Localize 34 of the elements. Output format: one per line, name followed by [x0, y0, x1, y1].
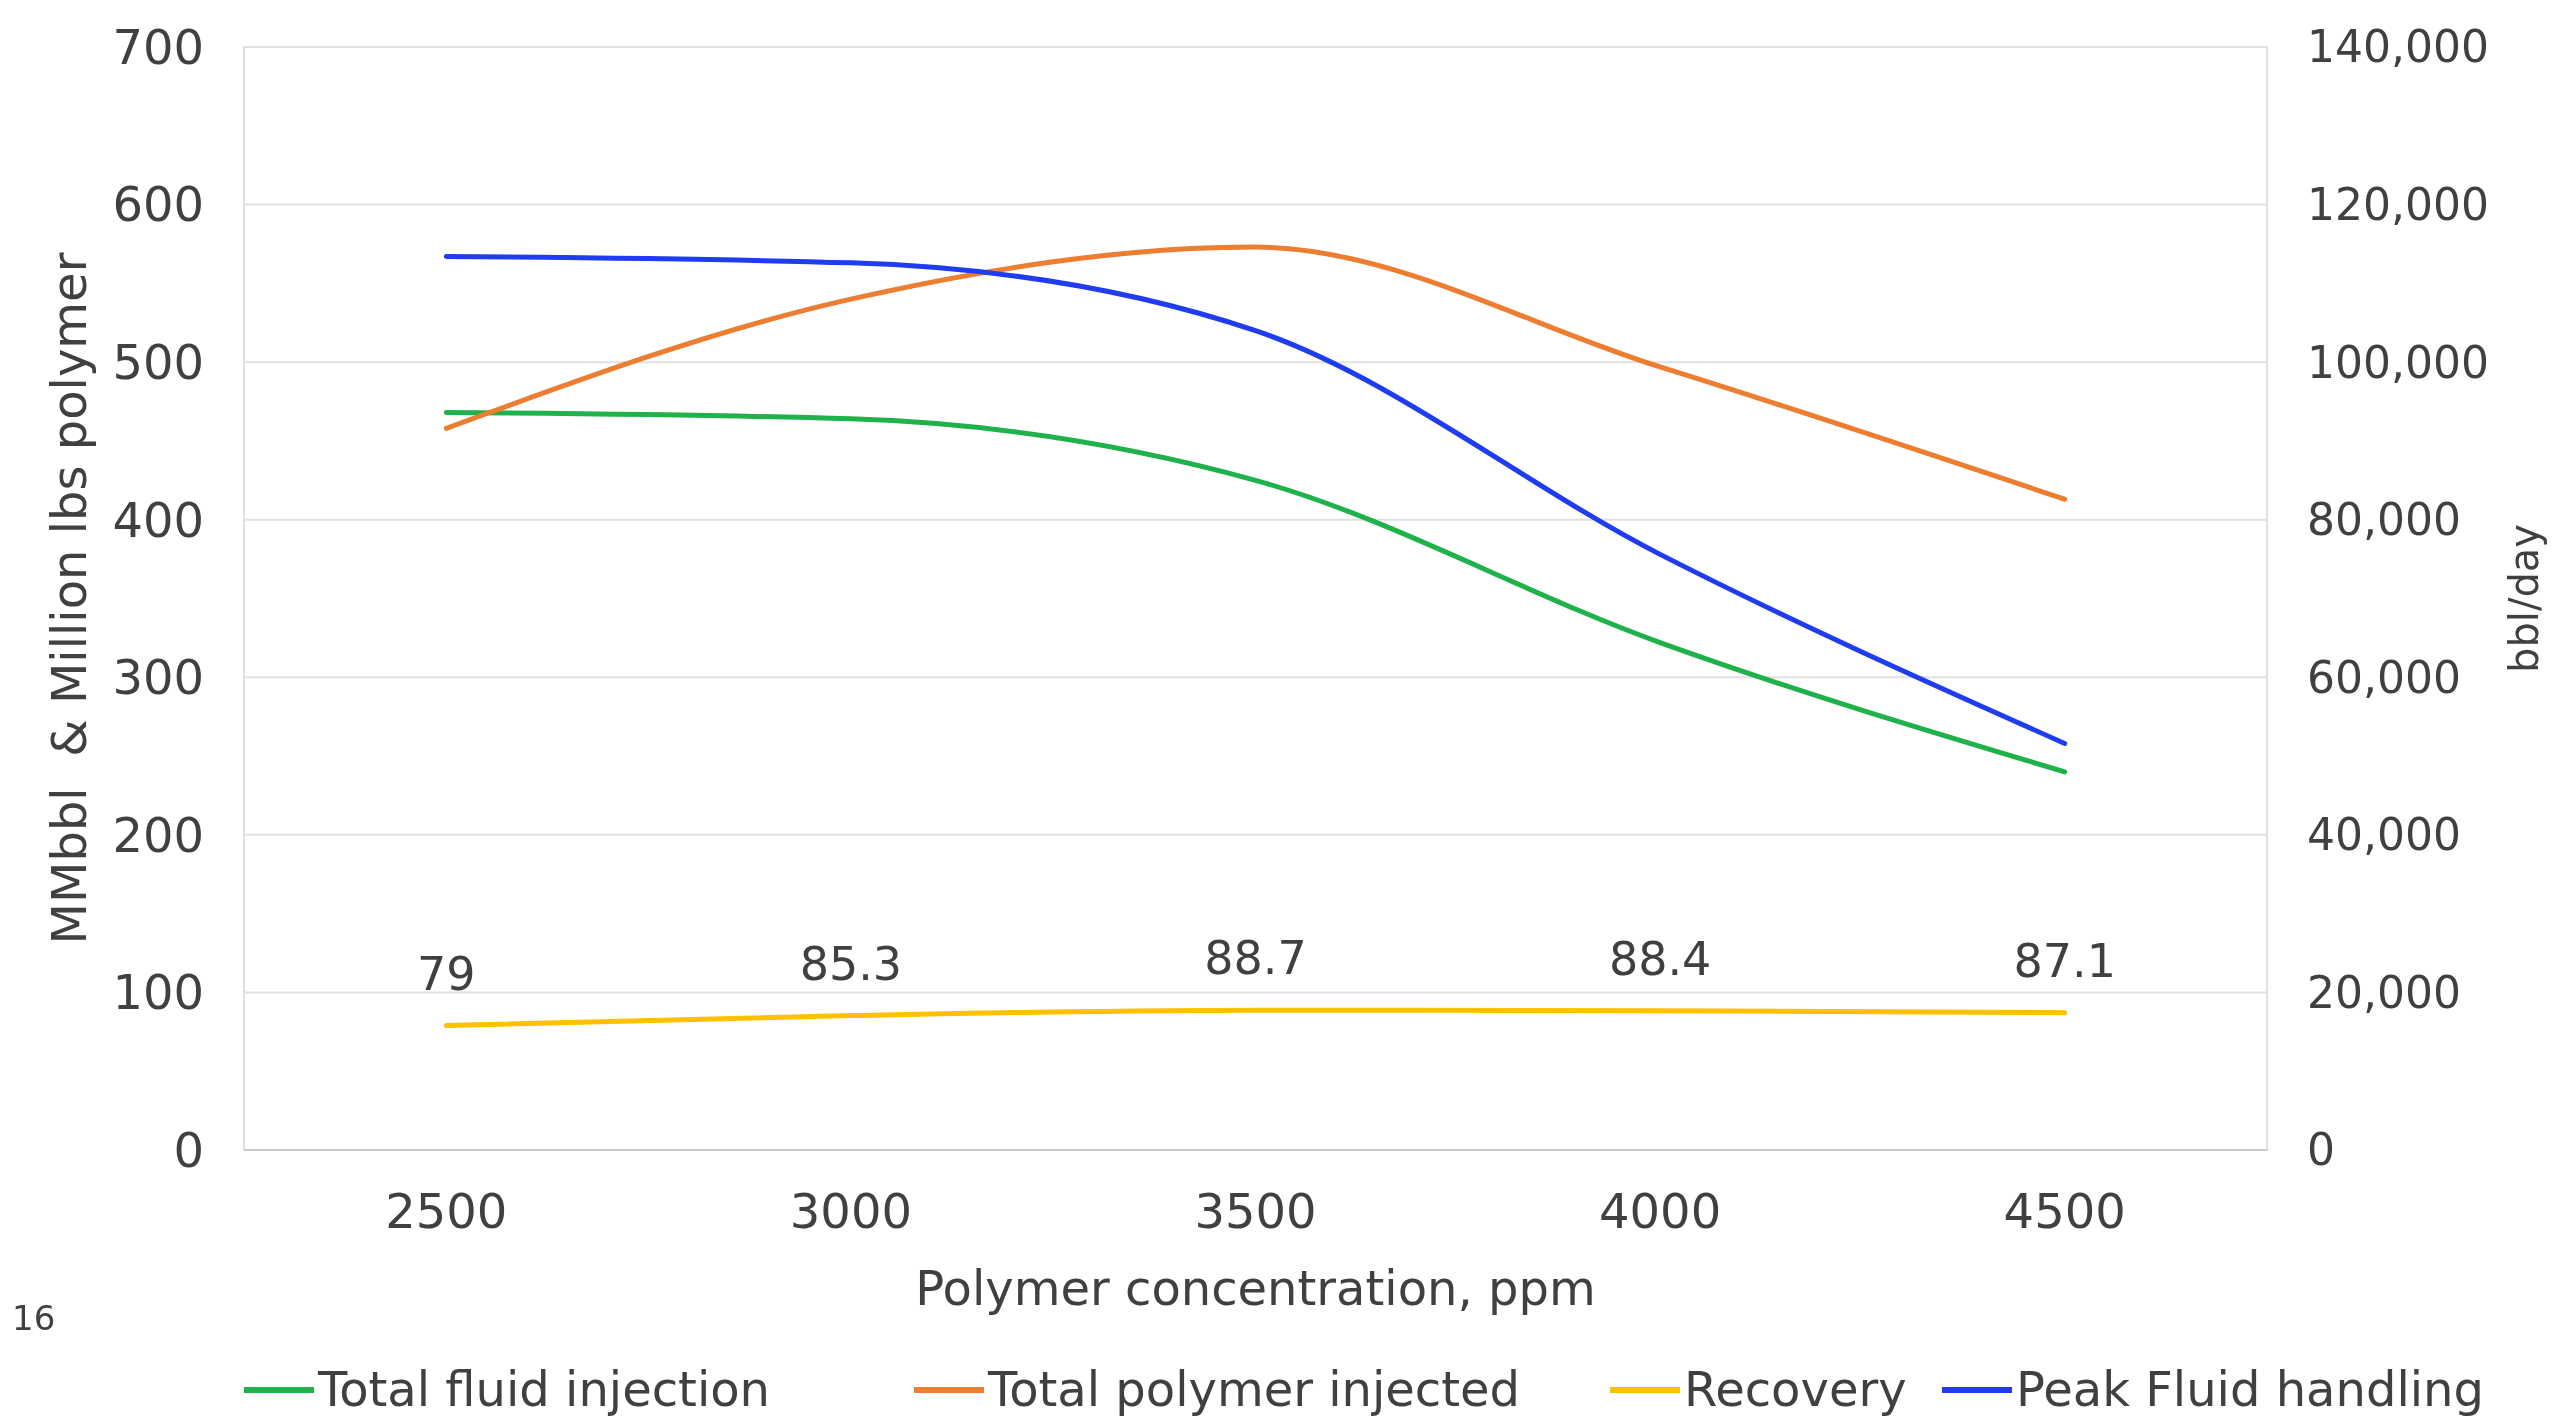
- y-tick-label: 200: [112, 806, 204, 863]
- x-tick-label: 2500: [385, 1183, 508, 1239]
- y2-tick-label: 60,000: [2307, 651, 2461, 703]
- y-tick-label: 500: [112, 333, 204, 390]
- y2-tick-label: 20,000: [2307, 966, 2461, 1018]
- legend-label: Recovery: [1684, 1361, 1907, 1417]
- y2-tick-label: 140,000: [2307, 21, 2489, 73]
- y-tick-label: 300: [112, 649, 204, 706]
- data-label: 87.1: [2013, 933, 2116, 988]
- y2-axis-title: bbl/day: [2501, 524, 2547, 673]
- y2-tick-label: 0: [2307, 1124, 2335, 1176]
- y-tick-label: 400: [112, 491, 204, 548]
- y-tick-label: 0: [173, 1121, 204, 1178]
- y2-tick-label: 40,000: [2307, 809, 2461, 861]
- legend-label: Total fluid injection: [317, 1361, 771, 1417]
- x-tick-label: 3500: [1194, 1183, 1317, 1239]
- y-tick-label: 100: [112, 964, 204, 1021]
- y2-tick-label: 120,000: [2307, 178, 2489, 230]
- y2-tick-label: 80,000: [2307, 494, 2461, 546]
- data-label: 88.7: [1204, 931, 1307, 986]
- y-axis-title: MMbbl & Million lbs polymer: [41, 252, 97, 945]
- data-label: 79: [417, 946, 476, 1001]
- legend-label: Total polymer injected: [987, 1361, 1521, 1417]
- text: 16: [12, 1298, 56, 1338]
- data-label: 88.4: [1608, 931, 1712, 986]
- data-label: 85.3: [799, 936, 903, 991]
- x-tick-label: 4000: [1599, 1183, 1722, 1239]
- y2-tick-label: 100,000: [2307, 336, 2489, 388]
- x-axis-title: Polymer concentration, ppm: [915, 1260, 1596, 1316]
- x-tick-label: 4500: [2003, 1183, 2126, 1239]
- x-tick-label: 3000: [789, 1183, 912, 1239]
- legend-label: Peak Fluid handling: [2016, 1361, 2484, 1417]
- y-tick-label: 700: [112, 18, 204, 75]
- y-tick-label: 600: [112, 176, 204, 233]
